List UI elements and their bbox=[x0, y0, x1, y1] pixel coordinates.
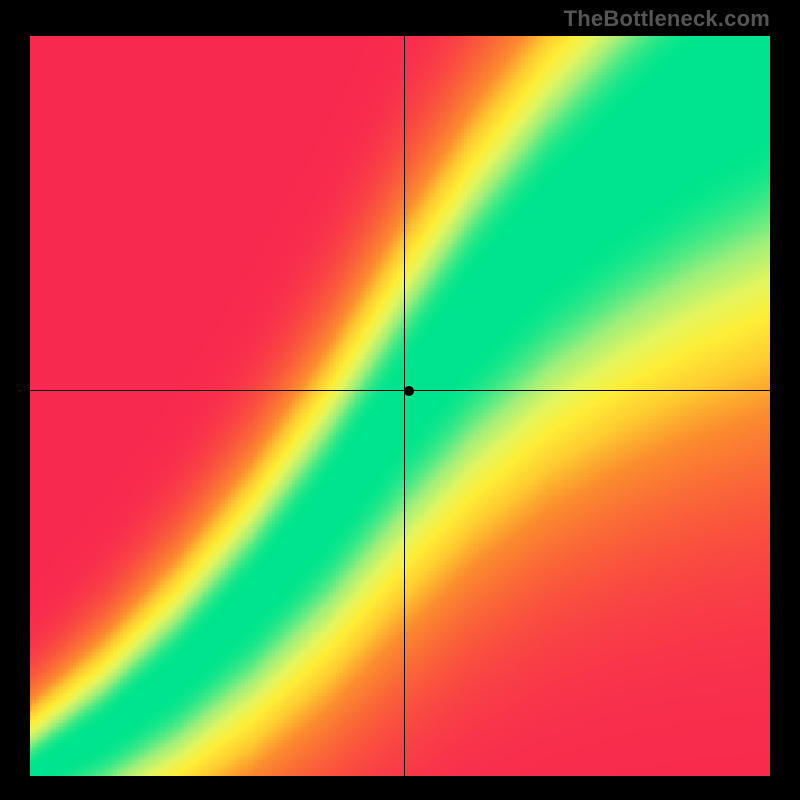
plot-area bbox=[30, 36, 770, 776]
chart-frame: TheBottleneck.com bbox=[0, 0, 800, 800]
data-point-marker bbox=[404, 386, 414, 396]
heatmap-canvas bbox=[30, 36, 770, 776]
crosshair-horizontal bbox=[30, 390, 770, 391]
crosshair-vertical bbox=[404, 36, 405, 776]
watermark-text: TheBottleneck.com bbox=[564, 6, 770, 32]
